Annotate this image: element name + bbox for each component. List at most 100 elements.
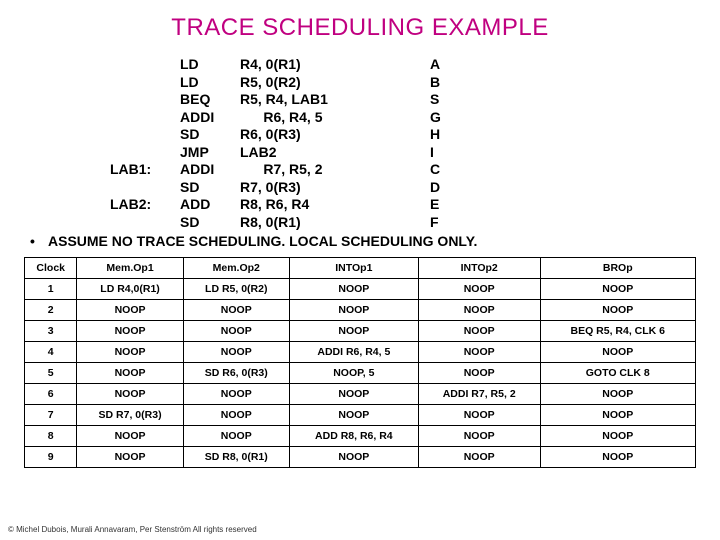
code-tag: D (430, 179, 440, 197)
footer-copyright: © Michel Dubois, Murali Annavaram, Per S… (8, 525, 257, 534)
table-cell: NOOP (289, 447, 418, 468)
bullet-icon: • (30, 233, 48, 249)
table-row: 4NOOPNOOPADDI R6, R4, 5NOOPNOOP (25, 342, 696, 363)
code-row: BEQR5, R4, LAB1S (180, 91, 720, 109)
code-tag: B (430, 74, 440, 92)
table-header-cell: INTOp2 (418, 258, 540, 279)
table-cell: 6 (25, 384, 77, 405)
table-cell: NOOP (418, 300, 540, 321)
table-cell: NOOP (289, 384, 418, 405)
code-instr: JMP (180, 144, 240, 162)
table-cell: BEQ R5, R4, CLK 6 (540, 321, 695, 342)
table-cell: NOOP (418, 405, 540, 426)
code-tag: S (430, 91, 439, 109)
code-label (110, 74, 180, 92)
code-args: R5, 0(R2) (240, 74, 430, 92)
code-tag: I (430, 144, 434, 162)
table-cell: NOOP (183, 321, 289, 342)
table-cell: NOOP (77, 321, 183, 342)
code-listing: LDR4, 0(R1)ALDR5, 0(R2)BBEQR5, R4, LAB1S… (180, 56, 720, 231)
table-cell: SD R6, 0(R3) (183, 363, 289, 384)
code-row: LAB2:ADDR8, R6, R4E (180, 196, 720, 214)
table-header-cell: Clock (25, 258, 77, 279)
table-cell: NOOP (418, 321, 540, 342)
code-instr: ADDI (180, 109, 240, 127)
table-cell: 1 (25, 279, 77, 300)
table-cell: NOOP (289, 405, 418, 426)
page-title: TRACE SCHEDULING EXAMPLE (0, 0, 720, 50)
code-args: R4, 0(R1) (240, 56, 430, 74)
table-row: 3NOOPNOOPNOOPNOOPBEQ R5, R4, CLK 6 (25, 321, 696, 342)
code-label: LAB2: (110, 196, 180, 214)
table-cell: NOOP (540, 342, 695, 363)
code-tag: G (430, 109, 441, 127)
code-instr: ADDI (180, 161, 240, 179)
table-cell: NOOP (540, 300, 695, 321)
table-cell: NOOP (183, 426, 289, 447)
table-cell: NOOP (77, 426, 183, 447)
table-header-cell: Mem.Op1 (77, 258, 183, 279)
table-cell: ADDI R6, R4, 5 (289, 342, 418, 363)
table-cell: NOOP (183, 405, 289, 426)
code-row: JMPLAB2I (180, 144, 720, 162)
table-cell: NOOP (418, 426, 540, 447)
table-header-cell: BROp (540, 258, 695, 279)
table-cell: 3 (25, 321, 77, 342)
code-instr: ADD (180, 196, 240, 214)
table-cell: NOOP (183, 384, 289, 405)
table-cell: NOOP (183, 300, 289, 321)
code-row: SDR6, 0(R3)H (180, 126, 720, 144)
schedule-table: ClockMem.Op1Mem.Op2INTOp1INTOp2BROp 1LD … (24, 257, 696, 468)
table-cell: SD R7, 0(R3) (77, 405, 183, 426)
code-args: R6, R4, 5 (240, 109, 430, 127)
table-cell: NOOP (289, 279, 418, 300)
table-cell: NOOP (540, 384, 695, 405)
code-args: LAB2 (240, 144, 430, 162)
code-label: LAB1: (110, 161, 180, 179)
code-tag: F (430, 214, 439, 232)
table-row: 7SD R7, 0(R3)NOOPNOOPNOOPNOOP (25, 405, 696, 426)
table-cell: NOOP (77, 447, 183, 468)
table-cell: ADDI R7, R5, 2 (418, 384, 540, 405)
code-instr: LD (180, 74, 240, 92)
table-row: 6NOOPNOOPNOOPADDI R7, R5, 2NOOP (25, 384, 696, 405)
table-cell: NOOP, 5 (289, 363, 418, 384)
code-instr: SD (180, 126, 240, 144)
table-cell: NOOP (540, 447, 695, 468)
code-args: R8, 0(R1) (240, 214, 430, 232)
table-cell: GOTO CLK 8 (540, 363, 695, 384)
code-tag: C (430, 161, 440, 179)
table-cell: NOOP (418, 279, 540, 300)
table-row: 1LD R4,0(R1)LD R5, 0(R2)NOOPNOOPNOOP (25, 279, 696, 300)
code-row: LAB1:ADDI R7, R5, 2C (180, 161, 720, 179)
table-header-row: ClockMem.Op1Mem.Op2INTOp1INTOp2BROp (25, 258, 696, 279)
code-tag: H (430, 126, 440, 144)
code-args: R6, 0(R3) (240, 126, 430, 144)
code-label (110, 214, 180, 232)
code-label (110, 126, 180, 144)
code-instr: SD (180, 179, 240, 197)
table-cell: LD R5, 0(R2) (183, 279, 289, 300)
table-cell: 2 (25, 300, 77, 321)
table-row: 5NOOPSD R6, 0(R3)NOOP, 5NOOPGOTO CLK 8 (25, 363, 696, 384)
table-cell: NOOP (540, 405, 695, 426)
table-cell: NOOP (77, 363, 183, 384)
table-cell: NOOP (418, 363, 540, 384)
table-cell: NOOP (289, 321, 418, 342)
table-cell: NOOP (540, 279, 695, 300)
table-cell: NOOP (418, 342, 540, 363)
table-cell: 4 (25, 342, 77, 363)
code-row: LDR4, 0(R1)A (180, 56, 720, 74)
table-row: 8NOOPNOOPADD R8, R6, R4NOOPNOOP (25, 426, 696, 447)
code-row: ADDI R6, R4, 5G (180, 109, 720, 127)
code-label (110, 91, 180, 109)
code-args: R5, R4, LAB1 (240, 91, 430, 109)
code-args: R8, R6, R4 (240, 196, 430, 214)
code-args: R7, R5, 2 (240, 161, 430, 179)
code-tag: E (430, 196, 439, 214)
table-row: 9NOOPSD R8, 0(R1)NOOPNOOPNOOP (25, 447, 696, 468)
code-row: SDR8, 0(R1)F (180, 214, 720, 232)
table-cell: 8 (25, 426, 77, 447)
code-label (110, 109, 180, 127)
code-tag: A (430, 56, 440, 74)
